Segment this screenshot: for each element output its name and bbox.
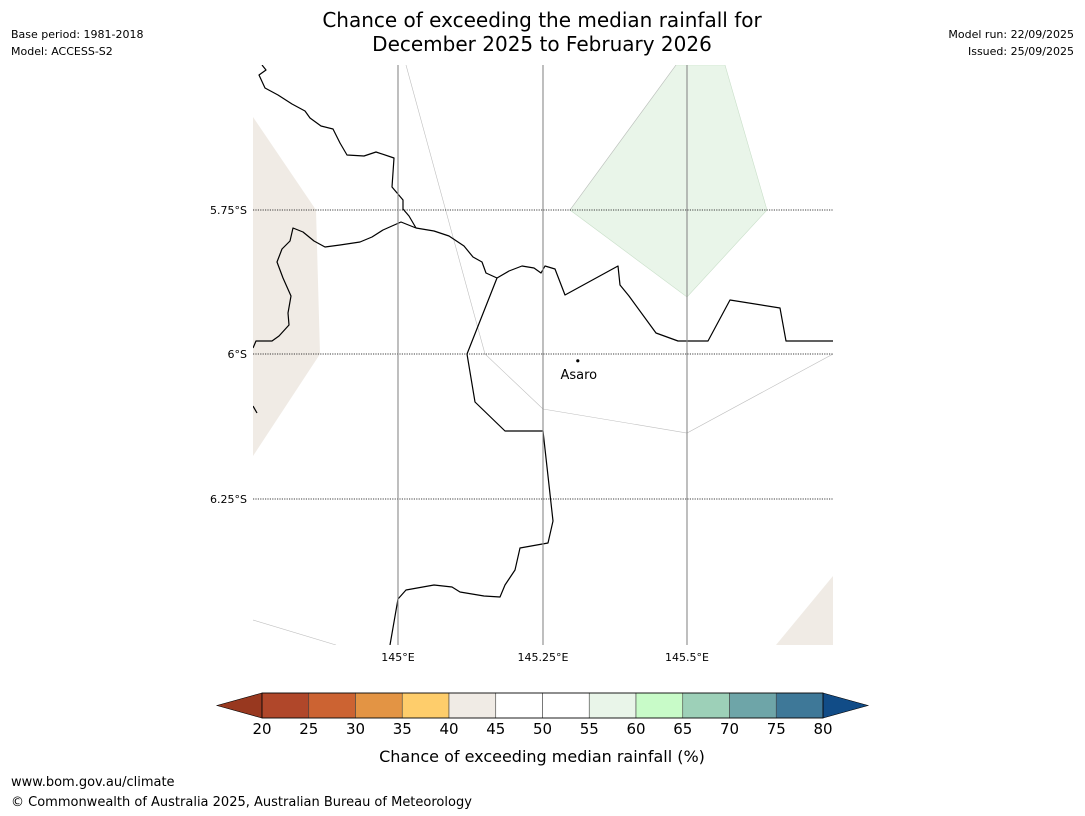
- issued-text: Issued: 25/09/2025: [967, 45, 1074, 58]
- province-boundary-south: [389, 277, 554, 645]
- colorbar-tick-label: 20: [252, 720, 271, 738]
- colorbar-tick-label: 60: [626, 720, 645, 738]
- asaro-place-label: Asaro: [560, 368, 597, 383]
- colorbar-ticks: 20 25 30 35 40 45 50 55 60 65 70 75 80: [252, 720, 832, 738]
- header-right-meta: Model run: 22/09/2025 Issued: 25/09/2025: [948, 26, 1074, 60]
- footer-url: www.bom.gov.au/climate: [11, 775, 175, 790]
- colorbar-tick-label: 35: [393, 720, 412, 738]
- contour-line: [569, 65, 677, 211]
- colorbar-segment: [401, 692, 450, 719]
- boundary-lines: [253, 65, 833, 645]
- colorbar-tick-label: 25: [299, 720, 318, 738]
- colorbar-segment: [308, 692, 356, 719]
- colorbar-tick-label: 50: [533, 720, 552, 738]
- contour-line: [253, 619, 337, 645]
- graticule: [253, 65, 833, 645]
- colorbar-segment: [682, 692, 730, 719]
- coastline-fragment: [253, 405, 258, 414]
- colorbar-over-arrow: [822, 692, 870, 719]
- colorbar-segment: [635, 692, 684, 719]
- map-title-line1: Chance of exceeding the median rainfall …: [322, 8, 762, 32]
- colorbar-segment: [495, 692, 543, 719]
- colorbar-segment: [775, 692, 824, 719]
- colorbar-tick-label: 40: [439, 720, 458, 738]
- colorbar-segment: [729, 692, 777, 719]
- map-title: Chance of exceeding the median rainfall …: [242, 8, 842, 56]
- model-text: Model: ACCESS-S2: [11, 45, 113, 58]
- colorbar-segment: [542, 692, 590, 719]
- colorbar-tick-label: 70: [720, 720, 739, 738]
- contour-line: [405, 65, 833, 434]
- asaro-location-marker: [576, 359, 580, 363]
- coastline-north: [258, 65, 417, 229]
- lat-label-5-75s: 5.75°S: [210, 204, 247, 217]
- colorbar-under-arrow: [215, 692, 263, 719]
- lon-label-145-5e: 145.5°E: [665, 651, 709, 664]
- base-period-text: Base period: 1981-2018: [11, 28, 144, 41]
- lon-label-145-25e: 145.25°E: [518, 651, 569, 664]
- colorbar-tick-label: 75: [767, 720, 786, 738]
- colorbar-tick-label: 45: [486, 720, 505, 738]
- colorbar-tick-label: 80: [813, 720, 832, 738]
- colorbar: 20 25 30 35 40 45 50 55 60 65 70 75 80 Chance of exc…: [215, 692, 870, 766]
- map-title-line2: December 2025 to February 2026: [372, 32, 712, 56]
- lat-label-6s: 6°S: [228, 348, 247, 361]
- colorbar-outline: [261, 692, 824, 719]
- lat-label-6-25s: 6.25°S: [210, 493, 247, 506]
- colorbar-segment: [588, 692, 637, 719]
- colorbar-tick-label: 55: [580, 720, 599, 738]
- map-area: Asaro: [253, 65, 833, 645]
- colorbar-segments: [261, 692, 824, 719]
- footer-copyright: © Commonwealth of Australia 2025, Austra…: [11, 795, 472, 810]
- region-below-median-southeast: [776, 576, 833, 645]
- colorbar-segment: [355, 692, 403, 719]
- header-left-meta: Base period: 1981-2018 Model: ACCESS-S2: [11, 26, 143, 60]
- model-run-text: Model run: 22/09/2025: [948, 28, 1074, 41]
- colorbar-tick-label: 30: [346, 720, 365, 738]
- region-above-median-northeast: [569, 65, 768, 298]
- colorbar-tick-label: 65: [673, 720, 692, 738]
- province-boundary-north: [415, 227, 833, 342]
- colorbar-segment: [448, 692, 497, 719]
- coastline-west: [253, 221, 417, 349]
- colorbar-label: Chance of exceeding median rainfall (%): [379, 747, 705, 766]
- lon-label-145e: 145°E: [381, 651, 414, 664]
- colorbar-segment: [261, 692, 310, 719]
